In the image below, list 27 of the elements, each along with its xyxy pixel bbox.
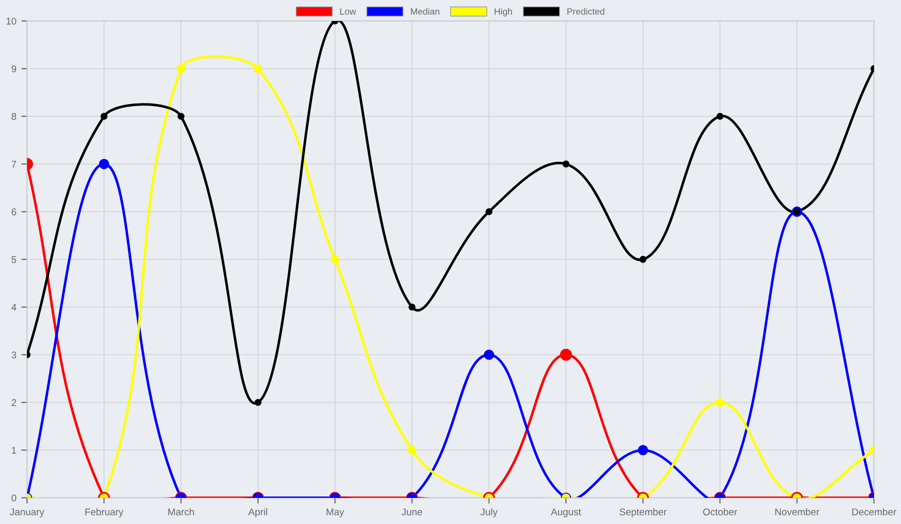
x-tick-label: October [703, 508, 738, 516]
x-tick-label: February [85, 508, 124, 518]
x-tick-label: May [326, 508, 344, 518]
y-tick-label: 1 [12, 446, 16, 454]
y-tick-label: 3 [12, 351, 16, 358]
x-tick-label: December [852, 508, 896, 516]
x-tick-label: September [620, 508, 667, 518]
x-tick-label: November [775, 508, 820, 516]
x-tick-label: March [168, 508, 194, 516]
legend-label: Low [340, 8, 356, 15]
legend-label: High [494, 8, 512, 16]
legend-label: Median [410, 8, 440, 15]
y-tick-label: 8 [12, 113, 16, 120]
y-tick-label: 6 [12, 208, 16, 216]
x-tick-label: July [480, 508, 498, 518]
y-tick-label: 7 [12, 160, 16, 168]
y-tick-label: 2 [12, 399, 16, 406]
y-tick-label: 0 [12, 494, 16, 502]
y-tick-label: 10 [6, 18, 16, 25]
x-tick-label: June [402, 508, 422, 516]
y-tick-label: 4 [11, 304, 16, 311]
x-tick-label: August [550, 508, 582, 518]
y-tick-label: 5 [12, 256, 16, 263]
legend-label: Predicted [567, 8, 604, 15]
x-tick-label: April [248, 508, 268, 518]
y-tick-label: 9 [12, 65, 16, 72]
x-tick-label: January [10, 508, 44, 518]
